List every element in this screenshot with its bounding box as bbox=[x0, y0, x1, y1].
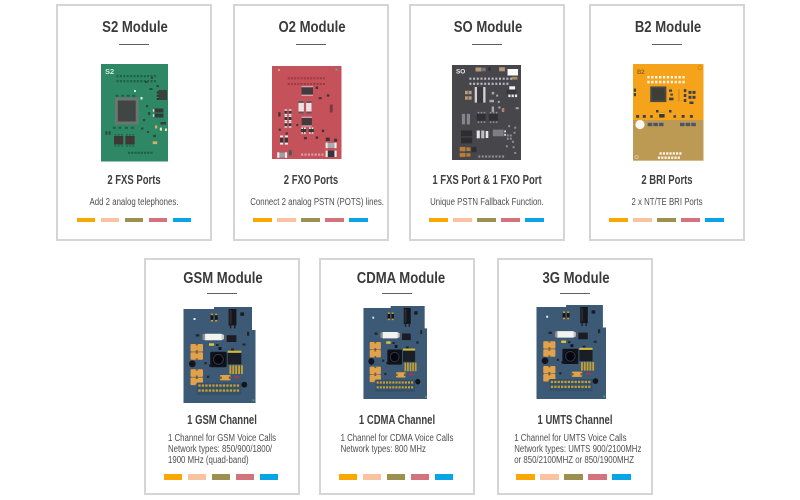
svg-text:SO: SO bbox=[456, 68, 465, 75]
svg-text:B2: B2 bbox=[637, 70, 645, 76]
svg-text:S2: S2 bbox=[105, 67, 114, 76]
